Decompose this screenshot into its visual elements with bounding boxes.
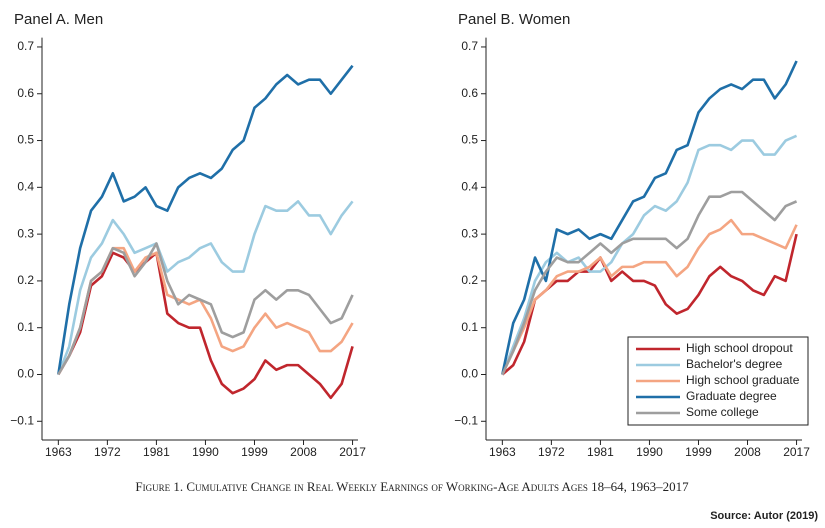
y-tick-label: 0.7 (461, 39, 478, 53)
x-tick-label: 1981 (143, 445, 170, 459)
series-line (501, 60, 798, 375)
series-line (57, 246, 354, 376)
y-tick-label: 0.5 (17, 133, 34, 147)
series-line (57, 251, 354, 400)
series-line (57, 242, 354, 376)
series-line (57, 64, 354, 375)
y-tick-label: 0.3 (17, 226, 34, 240)
x-tick-label: 1981 (587, 445, 614, 459)
y-tick-label: 0.0 (461, 367, 478, 381)
legend-label: High school dropout (686, 341, 793, 355)
y-tick-label: 0.3 (461, 226, 478, 240)
legend-label: Some college (686, 405, 759, 419)
x-tick-label: 2008 (290, 445, 317, 459)
y-tick-label: −0.1 (10, 413, 34, 427)
x-tick-label: 1963 (489, 445, 516, 459)
legend-label: Graduate degree (686, 389, 777, 403)
x-tick-label: 1990 (636, 445, 663, 459)
panel-title: Panel A. Men (14, 11, 103, 28)
x-tick-label: 1972 (538, 445, 565, 459)
x-tick-label: 2008 (734, 445, 761, 459)
legend-label: High school graduate (686, 373, 800, 387)
y-tick-label: 0.2 (461, 273, 478, 287)
y-tick-label: −0.1 (454, 413, 478, 427)
series-line (501, 233, 798, 376)
y-tick-label: 0.2 (17, 273, 34, 287)
source: Source: Autor (2019) (710, 510, 818, 522)
x-tick-label: 1990 (192, 445, 219, 459)
series-line (501, 190, 798, 376)
y-tick-label: 0.6 (17, 86, 34, 100)
x-tick-label: 1999 (685, 445, 712, 459)
x-tick-label: 1999 (241, 445, 268, 459)
x-tick-label: 1972 (94, 445, 121, 459)
caption: Figure 1. Cumulative Change in Real Week… (135, 479, 689, 494)
legend-box (627, 336, 809, 426)
y-tick-label: 0.7 (17, 39, 34, 53)
series-line (501, 218, 798, 376)
x-tick-label: 2017 (339, 445, 366, 459)
y-tick-label: 0.0 (17, 367, 34, 381)
panel-title: Panel B. Women (458, 11, 570, 28)
series-line (57, 200, 354, 375)
x-tick-label: 1963 (45, 445, 72, 459)
y-tick-label: 0.1 (461, 320, 478, 334)
y-tick-label: 0.5 (461, 133, 478, 147)
y-tick-label: 0.4 (17, 180, 34, 194)
legend-label: Bachelor's degree (686, 357, 783, 371)
x-tick-label: 2017 (783, 445, 810, 459)
y-tick-label: 0.1 (17, 320, 34, 334)
y-tick-label: 0.6 (461, 86, 478, 100)
y-tick-label: 0.4 (461, 180, 478, 194)
